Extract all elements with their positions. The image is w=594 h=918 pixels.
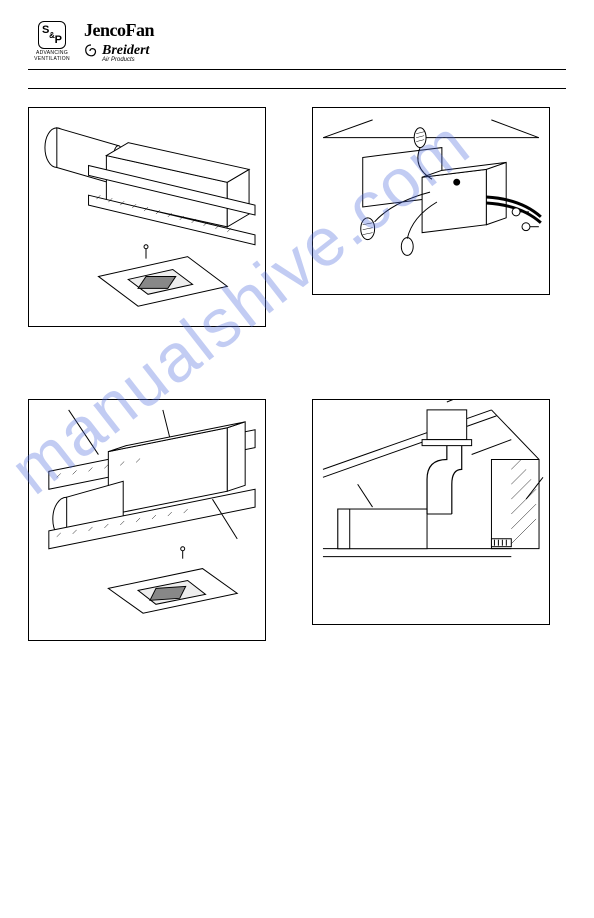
breidert-swirl-icon: [84, 44, 98, 58]
jencofan-logo: JencoFan: [84, 20, 154, 41]
figure-fan-housing-ceiling: [28, 107, 266, 327]
figure-fan-housing-joists: [28, 399, 266, 641]
sp-tagline-2: VENTILATION: [34, 56, 70, 62]
manual-page: & ADVANCING VENTILATION JencoFan Breider…: [0, 0, 594, 918]
figure-wiring-junction: [312, 107, 550, 295]
jencofan-suffix: Fan: [126, 20, 155, 40]
jencofan-mid: co: [110, 20, 126, 40]
sp-amp-glyph: &: [49, 31, 55, 40]
figure-roof-exhaust-section: [312, 399, 550, 625]
sp-tagline: ADVANCING VENTILATION: [34, 51, 70, 62]
sp-logo-block: & ADVANCING VENTILATION: [28, 21, 76, 62]
jencofan-prefix: Jen: [84, 20, 110, 40]
brand-stack: JencoFan Breidert Air Products: [84, 20, 154, 63]
header-divider: [28, 88, 566, 89]
figures-grid: [28, 107, 566, 641]
page-header: & ADVANCING VENTILATION JencoFan Breider…: [28, 20, 566, 70]
breidert-block: Breidert Air Products: [84, 43, 154, 63]
sp-logo-icon: &: [38, 21, 66, 49]
